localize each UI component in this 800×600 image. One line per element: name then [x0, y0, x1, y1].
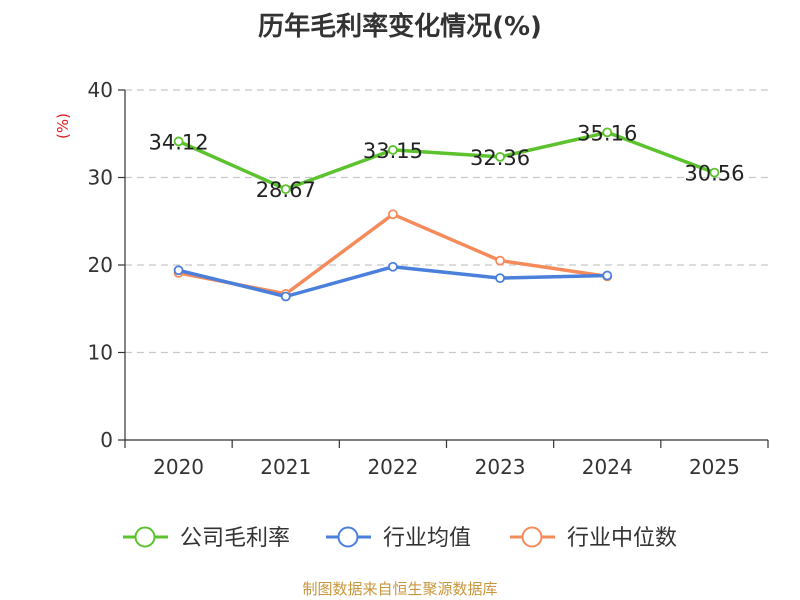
- data-label: 30.56: [684, 162, 744, 186]
- legend-label: 公司毛利率: [180, 526, 290, 551]
- data-point: [173, 265, 184, 276]
- data-point: [280, 291, 291, 302]
- series-line-0: [177, 130, 716, 191]
- x-tick-label: 2021: [260, 455, 311, 479]
- data-point: [388, 209, 398, 220]
- data-point: [280, 184, 291, 195]
- y-tick-label: 30: [88, 166, 113, 190]
- data-point: [602, 127, 613, 138]
- legend-marker: [337, 526, 359, 548]
- y-axis-label: (%): [54, 113, 72, 139]
- x-tick-label: 2020: [153, 455, 204, 479]
- data-labels: 34.12 28.67 33.15 32.36 35.16 30.56: [149, 121, 745, 202]
- data-label: 28.67: [256, 178, 316, 202]
- legend-marker: [134, 526, 156, 548]
- data-label: 35.16: [577, 121, 637, 145]
- grid-lines: [125, 89, 768, 354]
- data-point: [388, 261, 398, 272]
- data-point: [173, 136, 184, 147]
- data-label: 34.12: [149, 130, 209, 154]
- y-tick-label: 0: [100, 428, 113, 452]
- y-tick-label: 10: [88, 341, 113, 365]
- data-point: [495, 255, 505, 266]
- footer-source: 制图数据来自恒生聚源数据库: [302, 580, 498, 598]
- data-point: [388, 145, 398, 155]
- legend-label: 行业均值: [383, 526, 471, 551]
- axes: 0 10 20 30 40 2020 2021 2022 2023 2024 2025: [88, 78, 769, 479]
- x-tick-label: 2024: [582, 455, 633, 479]
- data-point: [709, 167, 720, 178]
- data-label: 32.36: [470, 146, 530, 170]
- data-point: [495, 151, 505, 162]
- legend-label: 行业中位数: [567, 526, 677, 551]
- x-tick-label: 2025: [689, 455, 740, 479]
- y-tick-label: 40: [88, 78, 113, 102]
- data-label: 33.15: [363, 139, 423, 163]
- legend: 公司毛利率 行业均值 行业中位数: [123, 526, 677, 551]
- data-point: [602, 270, 613, 281]
- x-tick-label: 2023: [475, 455, 526, 479]
- y-tick-label: 20: [88, 253, 113, 277]
- x-tick-label: 2022: [367, 455, 418, 479]
- chart-title: 历年毛利率变化情况(%): [258, 12, 542, 42]
- legend-marker: [521, 526, 543, 548]
- series: [173, 127, 720, 302]
- data-point: [495, 273, 505, 284]
- series-line-2: [178, 212, 608, 296]
